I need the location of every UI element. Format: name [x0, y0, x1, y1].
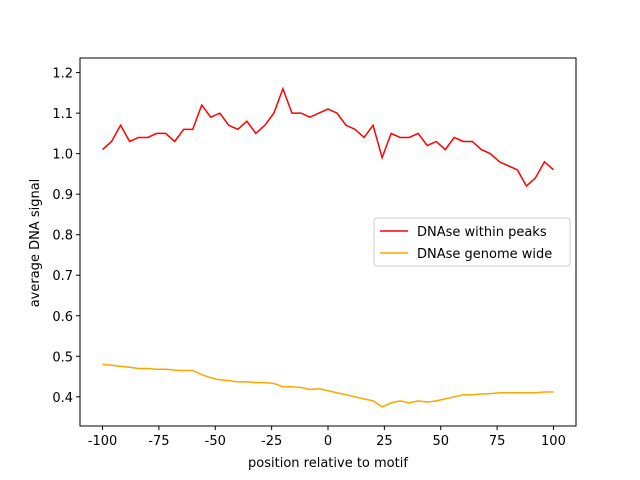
line-series: [102, 363, 554, 408]
y-tick-label: 0.7: [52, 269, 73, 284]
x-tick-label: -75: [148, 434, 169, 449]
x-tick-label: 75: [489, 434, 506, 449]
y-axis-label: average DNA signal: [28, 179, 43, 308]
legend-label: DNAse genome wide: [417, 247, 552, 262]
x-tick-label: -100: [88, 434, 118, 449]
line-series: [102, 86, 554, 188]
plot-frame: [79, 57, 577, 427]
y-tick-label: 1.0: [52, 148, 73, 163]
y-tick-label: 0.5: [52, 350, 73, 365]
legend-label: DNAse within peaks: [417, 225, 547, 240]
x-tick-label: 50: [432, 434, 449, 449]
y-tick-label: 0.8: [52, 229, 73, 244]
y-tick-label: 0.9: [52, 188, 73, 203]
x-tick-label: 0: [324, 434, 332, 449]
x-tick-label: 25: [376, 434, 393, 449]
x-axis-label: position relative to motif: [248, 456, 408, 471]
legend-box: [373, 217, 571, 267]
y-tick-label: 1.2: [52, 67, 73, 82]
x-tick-label: 100: [541, 434, 566, 449]
y-tick-label: 1.1: [52, 107, 73, 122]
x-tick-label: -25: [261, 434, 282, 449]
y-tick-label: 0.4: [52, 391, 73, 406]
y-tick-label: 0.6: [52, 310, 73, 325]
x-tick-label: -50: [205, 434, 226, 449]
